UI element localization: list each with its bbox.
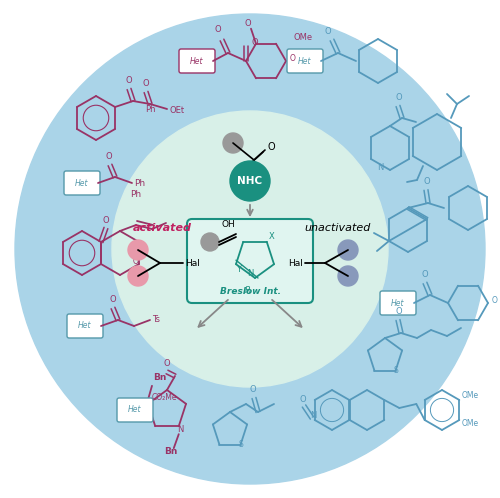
Text: Het: Het bbox=[391, 298, 405, 307]
Text: OEt: OEt bbox=[169, 106, 184, 115]
Text: O: O bbox=[106, 152, 112, 161]
Circle shape bbox=[230, 161, 270, 201]
Text: O: O bbox=[290, 54, 296, 63]
Circle shape bbox=[338, 266, 358, 286]
Circle shape bbox=[338, 240, 358, 260]
FancyBboxPatch shape bbox=[67, 314, 103, 338]
FancyBboxPatch shape bbox=[287, 49, 323, 73]
Text: Ph: Ph bbox=[145, 105, 156, 114]
Text: O: O bbox=[163, 359, 170, 368]
FancyBboxPatch shape bbox=[179, 49, 215, 73]
Text: O: O bbox=[492, 296, 498, 305]
Text: N: N bbox=[378, 163, 384, 172]
Text: Ph: Ph bbox=[130, 190, 141, 199]
Text: N: N bbox=[247, 269, 254, 278]
Text: Ts: Ts bbox=[152, 316, 160, 325]
Text: X: X bbox=[269, 232, 274, 241]
Text: Hal: Hal bbox=[185, 258, 200, 267]
Text: O: O bbox=[423, 177, 430, 186]
Text: O: O bbox=[250, 385, 256, 394]
Text: Breslow Int.: Breslow Int. bbox=[220, 286, 280, 295]
Text: S: S bbox=[238, 440, 243, 449]
Text: Bn: Bn bbox=[164, 447, 177, 456]
Text: Y: Y bbox=[236, 265, 241, 274]
Text: O: O bbox=[421, 270, 428, 279]
Circle shape bbox=[201, 233, 219, 251]
Text: Het: Het bbox=[190, 56, 204, 66]
Text: Het: Het bbox=[75, 178, 89, 188]
Text: Ph: Ph bbox=[134, 178, 145, 188]
Text: N: N bbox=[310, 411, 316, 420]
Text: O: O bbox=[125, 76, 132, 85]
Text: O: O bbox=[109, 295, 116, 304]
Text: O: O bbox=[300, 395, 306, 404]
Circle shape bbox=[223, 133, 243, 153]
Circle shape bbox=[128, 240, 148, 260]
Text: OMe: OMe bbox=[462, 419, 478, 428]
Text: Hal: Hal bbox=[288, 258, 303, 267]
Text: H: H bbox=[252, 169, 258, 178]
FancyBboxPatch shape bbox=[380, 291, 416, 315]
Text: O: O bbox=[244, 19, 252, 28]
Text: O: O bbox=[324, 27, 332, 36]
Text: Het: Het bbox=[78, 322, 92, 331]
FancyBboxPatch shape bbox=[187, 219, 313, 303]
Text: OMe: OMe bbox=[293, 32, 312, 41]
Circle shape bbox=[128, 266, 148, 286]
Text: O: O bbox=[214, 25, 222, 34]
Text: unactivated: unactivated bbox=[305, 223, 371, 233]
FancyBboxPatch shape bbox=[117, 398, 153, 422]
Text: R: R bbox=[245, 286, 251, 295]
FancyBboxPatch shape bbox=[64, 171, 100, 195]
Text: O: O bbox=[395, 93, 402, 102]
Text: NHC: NHC bbox=[238, 176, 262, 186]
Text: activated: activated bbox=[132, 223, 192, 233]
Text: Bn: Bn bbox=[153, 373, 166, 382]
Text: O: O bbox=[395, 307, 402, 316]
Text: O: O bbox=[133, 257, 139, 266]
Text: CO₂Me: CO₂Me bbox=[152, 393, 178, 402]
Text: OMe: OMe bbox=[462, 391, 478, 400]
Text: Het: Het bbox=[298, 56, 312, 66]
Text: N: N bbox=[177, 425, 183, 434]
Text: O: O bbox=[103, 216, 110, 225]
Text: O: O bbox=[267, 142, 274, 152]
Text: O: O bbox=[251, 38, 258, 47]
Text: Het: Het bbox=[128, 405, 142, 414]
Circle shape bbox=[15, 14, 485, 484]
Text: O: O bbox=[142, 79, 148, 88]
Text: OH: OH bbox=[222, 220, 236, 229]
Text: S: S bbox=[393, 366, 398, 375]
Circle shape bbox=[112, 111, 388, 387]
